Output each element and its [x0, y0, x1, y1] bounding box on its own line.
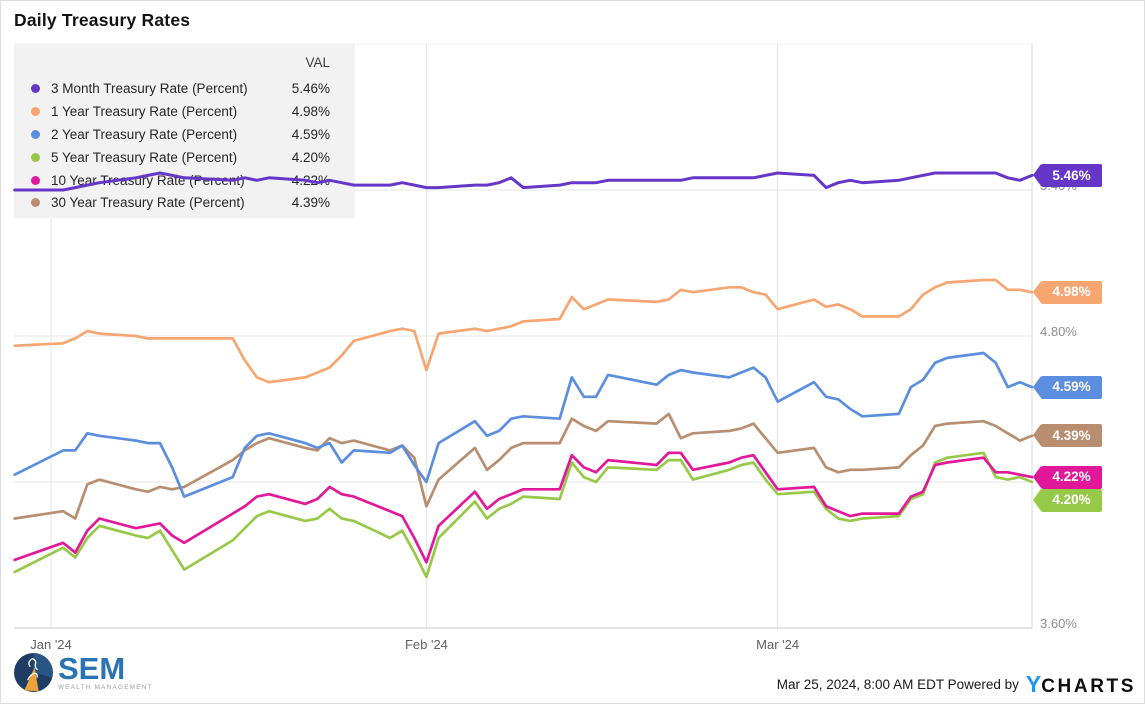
chart-footer: Mar 25, 2024, 8:00 AM EDT Powered by Y CH… [777, 671, 1136, 698]
legend-rows: 3 Month Treasury Rate (Percent) 5.46% 1 Ye… [14, 77, 355, 214]
tag-arrow-icon [1033, 163, 1041, 186]
ycharts-logo[interactable]: Y CHARTS [1026, 671, 1136, 698]
legend-item: 3 Month Treasury Rate (Percent) 5.46% [14, 77, 355, 100]
ycharts-y: Y [1025, 671, 1042, 697]
legend-item: 1 Year Treasury Rate (Percent) 4.98% [14, 100, 355, 123]
legend-label: 5 Year Treasury Rate (Percent) [51, 149, 238, 165]
tag-arrow-icon [1033, 424, 1041, 447]
value-tag-3-month-treasury-rate-percent-: 5.46% [1033, 163, 1102, 187]
y-axis-label: 3.60% [1040, 616, 1077, 631]
legend-item: 10 Year Treasury Rate (Percent) 4.22% [14, 169, 355, 192]
tag-arrow-icon [1033, 488, 1041, 511]
page-title: Daily Treasury Rates [14, 10, 191, 30]
legend-value: 4.20% [291, 149, 330, 165]
legend-value: 4.39% [291, 195, 330, 211]
legend-value: 4.22% [291, 172, 330, 188]
value-tag-1-year-treasury-rate-percent-: 4.98% [1033, 280, 1102, 304]
value-tag-2-year-treasury-rate-percent-: 4.59% [1033, 375, 1102, 399]
legend-swatch-icon [31, 198, 40, 208]
value-tag-30-year-treasury-rate-percent-: 4.39% [1033, 424, 1102, 448]
ycharts-charts: CHARTS [1041, 676, 1136, 697]
sem-globe-icon [14, 653, 53, 692]
tag-value: 4.39% [1052, 428, 1091, 444]
sem-subtitle: WEALTH MANAGEMENT [58, 684, 153, 691]
sem-wordmark: SEM WEALTH MANAGEMENT [58, 651, 153, 691]
tag-arrow-icon [1033, 465, 1041, 488]
legend-label: 1 Year Treasury Rate (Percent) [51, 103, 238, 119]
tag-arrow-icon [1033, 375, 1041, 398]
legend-value: 4.98% [291, 103, 330, 119]
legend-swatch-icon [31, 83, 40, 93]
legend-swatch-icon [31, 152, 40, 162]
legend-swatch-icon [31, 106, 40, 116]
legend-item: 2 Year Treasury Rate (Percent) 4.59% [14, 123, 355, 146]
legend-label: 2 Year Treasury Rate (Percent) [51, 126, 238, 142]
legend-swatch-icon [31, 175, 40, 185]
timestamp-text: Mar 25, 2024, 8:00 AM EDT Powered by [776, 677, 1019, 692]
legend-swatch-icon [31, 129, 40, 139]
sem-name: SEM [58, 651, 126, 686]
tag-value: 5.46% [1052, 167, 1091, 183]
tag-value: 4.20% [1052, 492, 1091, 508]
tag-arrow-icon [1033, 280, 1041, 303]
legend-label: 3 Month Treasury Rate (Percent) [51, 80, 248, 96]
value-tag-5-year-treasury-rate-percent-: 4.20% [1033, 488, 1102, 512]
legend-value: 5.46% [291, 80, 330, 96]
legend-value: 4.59% [291, 126, 330, 142]
chart-legend: VAL 3 Month Treasury Rate (Percent) 5.46%… [14, 44, 355, 218]
legend-item: 30 Year Treasury Rate (Percent) 4.39% [14, 191, 355, 214]
x-axis-label: Jan '24 [30, 637, 72, 652]
x-axis-label: Feb '24 [404, 637, 448, 652]
tag-value: 4.22% [1052, 469, 1091, 485]
legend-val-header: VAL [305, 55, 330, 70]
legend-label: 10 Year Treasury Rate (Percent) [51, 172, 245, 188]
x-axis-label: Mar '24 [756, 637, 800, 652]
legend-label: 30 Year Treasury Rate (Percent) [51, 195, 245, 211]
tag-value: 4.59% [1052, 379, 1091, 395]
y-axis-label: 4.80% [1040, 324, 1077, 339]
tag-value: 4.98% [1052, 284, 1091, 300]
legend-item: 5 Year Treasury Rate (Percent) 4.20% [14, 146, 355, 169]
sem-logo[interactable]: SEM WEALTH MANAGEMENT [13, 652, 153, 693]
value-tag-10-year-treasury-rate-percent-: 4.22% [1033, 465, 1102, 489]
